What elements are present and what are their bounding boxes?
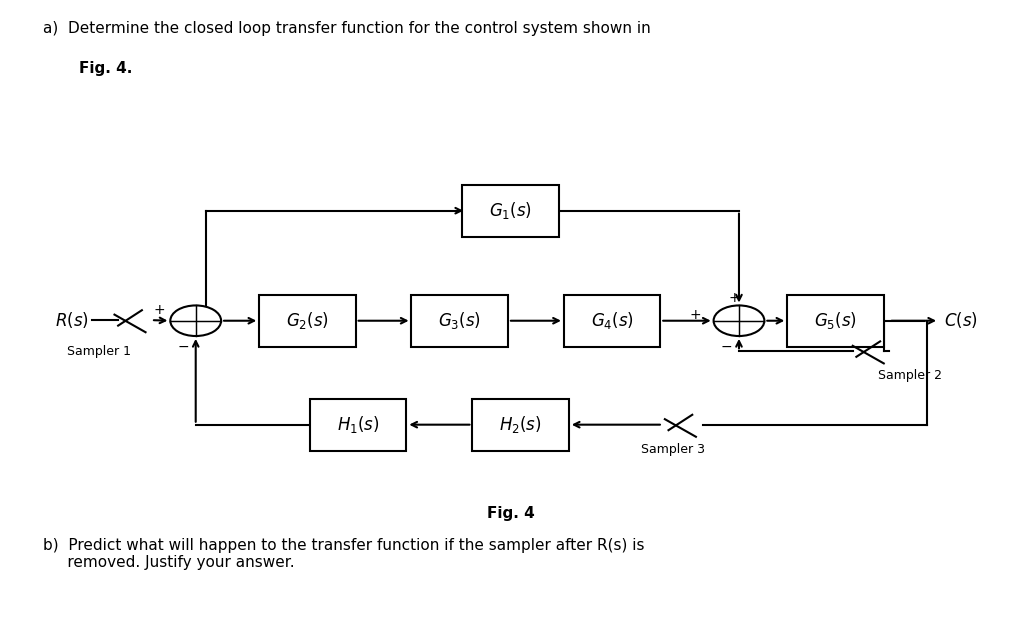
Bar (473, 399, 569, 450)
Bar (310, 399, 406, 450)
Text: $G_4(s)$: $G_4(s)$ (590, 310, 634, 331)
Text: Fig. 4: Fig. 4 (487, 506, 534, 521)
Circle shape (171, 305, 222, 336)
Bar (259, 295, 355, 347)
Text: $C(s)$: $C(s)$ (944, 310, 978, 330)
Bar (463, 184, 558, 237)
Bar (564, 295, 661, 347)
Bar (411, 295, 508, 347)
Text: +: + (690, 308, 701, 321)
Bar (787, 295, 884, 347)
Text: Sampler 3: Sampler 3 (641, 442, 704, 455)
Text: $G_2(s)$: $G_2(s)$ (286, 310, 329, 331)
Circle shape (714, 305, 765, 336)
Text: Sampler 1: Sampler 1 (67, 345, 132, 358)
Text: $G_3(s)$: $G_3(s)$ (438, 310, 481, 331)
Text: $G_5(s)$: $G_5(s)$ (814, 310, 857, 331)
Text: $H_1(s)$: $H_1(s)$ (337, 414, 380, 435)
Text: a)  Determine the closed loop transfer function for the control system shown in: a) Determine the closed loop transfer fu… (44, 21, 651, 36)
Text: Sampler 2: Sampler 2 (878, 369, 942, 383)
Text: $G_1(s)$: $G_1(s)$ (489, 200, 532, 221)
Text: b)  Predict what will happen to the transfer function if the sampler after R(s) : b) Predict what will happen to the trans… (44, 538, 645, 570)
Text: −: − (721, 340, 732, 354)
Text: $R(s)$: $R(s)$ (55, 310, 89, 330)
Text: +: + (728, 291, 739, 305)
Text: −: − (178, 340, 189, 354)
Text: Fig. 4.: Fig. 4. (79, 61, 133, 76)
Text: +: + (153, 303, 165, 317)
Text: $H_2(s)$: $H_2(s)$ (499, 414, 542, 435)
